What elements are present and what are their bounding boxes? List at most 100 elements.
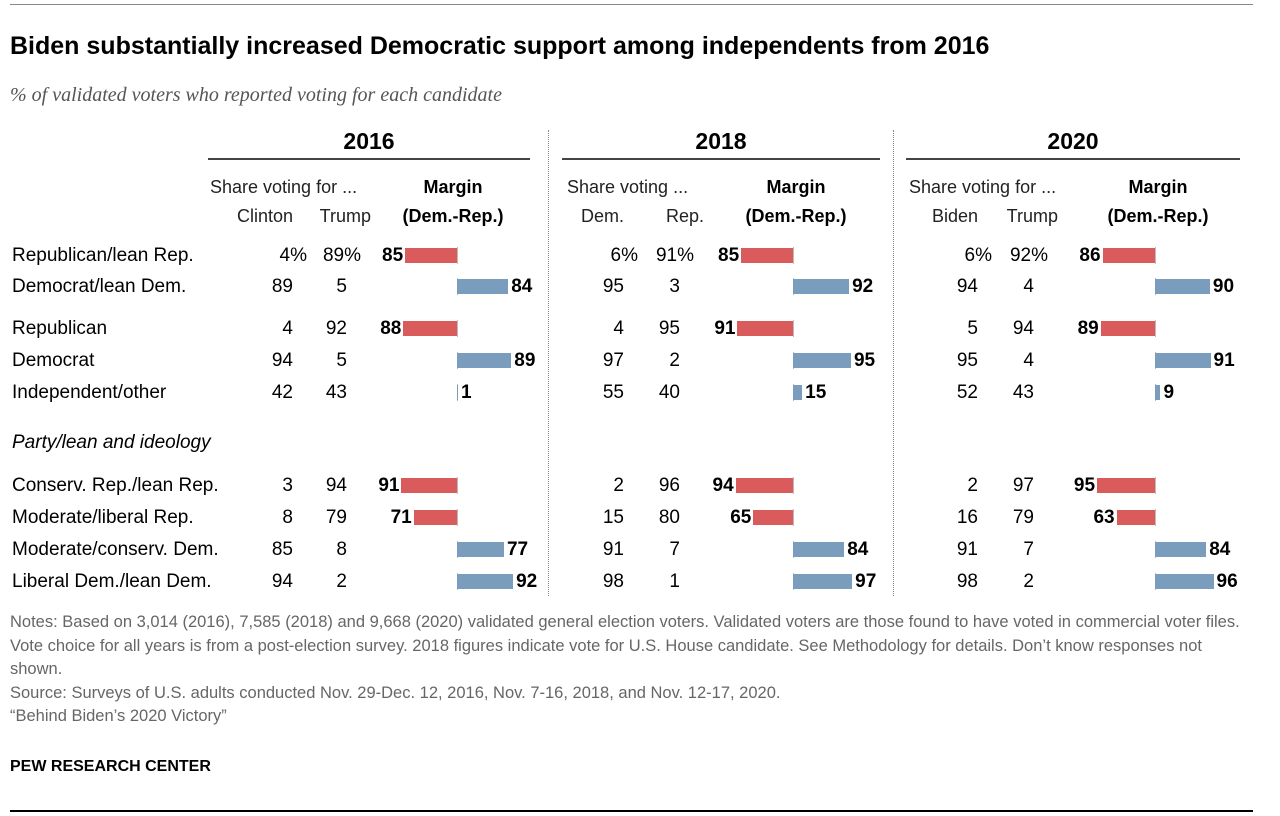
margin-bar-dem: [793, 279, 850, 294]
margin-bar-rep: [1116, 510, 1155, 525]
share-col2: 3: [669, 276, 680, 297]
panel-underline: [906, 158, 1240, 160]
share-col1: 94: [271, 350, 293, 371]
share-col1: 2: [613, 475, 624, 496]
share-col1: 4: [613, 318, 624, 339]
share-col2: 94: [325, 475, 347, 496]
chart-title: Biden substantially increased Democratic…: [10, 32, 990, 60]
zero-line: [1155, 247, 1156, 264]
margin-bar-dem: [793, 574, 853, 589]
margin-bar-rep: [753, 510, 793, 525]
panel-year: 2020: [1047, 128, 1099, 154]
share-col2: 7: [669, 539, 680, 560]
margin-bar-dem: [793, 353, 851, 368]
margin-label: 85: [382, 245, 404, 266]
margin-label: 9: [1163, 382, 1175, 403]
margin-label: 15: [805, 382, 827, 403]
share-col2: 94: [1012, 318, 1034, 339]
panel-underline: [208, 158, 530, 160]
share-col1: 85: [271, 539, 293, 560]
zero-line: [457, 509, 458, 526]
share-col2: 2: [669, 350, 680, 371]
margin-bar-dem: [457, 279, 509, 294]
margin-label: 92: [852, 276, 874, 297]
share-col2: 40: [658, 382, 680, 403]
row-label: Republican: [12, 318, 108, 339]
share-col1: 6%: [964, 245, 992, 266]
share-col2: 2: [1023, 571, 1034, 592]
zero-line: [457, 477, 458, 494]
margin-bar-dem: [457, 353, 512, 368]
share-col2: 92: [325, 318, 347, 339]
share-col1: 94: [956, 276, 978, 297]
row-label: Liberal Dem./lean Dem.: [12, 571, 212, 592]
share-col1: 4%: [279, 245, 307, 266]
share-col1: 89: [271, 276, 293, 297]
panel-year: 2018: [695, 128, 747, 154]
zero-line: [793, 320, 794, 337]
share-col2: 5: [336, 350, 347, 371]
margin-label: 85: [718, 245, 740, 266]
top-rule: [10, 4, 1253, 5]
margin-bar-rep: [405, 248, 457, 263]
margin-bar-dem: [1155, 574, 1214, 589]
row-label: Moderate/conserv. Dem.: [12, 539, 219, 560]
margin-label: 91: [1213, 350, 1235, 371]
report-title: “Behind Biden’s 2020 Victory”: [10, 707, 227, 725]
margin-bar-dem: [793, 542, 845, 557]
panel-separator: [548, 130, 549, 596]
share-col1: 91: [956, 539, 978, 560]
col2-header: Rep.: [665, 206, 704, 226]
margin-label: 77: [506, 539, 529, 560]
margin-label: 92: [516, 571, 538, 592]
share-col2: 4: [1023, 350, 1034, 371]
col1-header: Dem.: [580, 206, 624, 226]
panel-separator: [893, 130, 894, 596]
share-col1: 8: [282, 507, 293, 528]
margin-label: 71: [390, 507, 412, 528]
share-col2: 79: [1012, 507, 1034, 528]
share-col2: 5: [336, 276, 347, 297]
share-col2: 7: [1023, 539, 1034, 560]
margin-label: 84: [511, 276, 533, 297]
margin-bar-rep: [401, 478, 457, 493]
bottom-rule: [10, 810, 1253, 812]
share-col2: 91%: [655, 245, 694, 266]
share-col1: 95: [956, 350, 978, 371]
row-label: Democrat: [12, 350, 95, 371]
share-col2: 79: [325, 507, 347, 528]
share-col1: 2: [967, 475, 978, 496]
margin-header: Margin: [766, 177, 826, 197]
share-col2: 4: [1023, 276, 1034, 297]
zero-line: [793, 509, 794, 526]
panel-year: 2016: [343, 128, 395, 154]
section-label: Party/lean and ideology: [12, 432, 211, 453]
margin-label: 90: [1212, 276, 1235, 297]
row-label: Republican/lean Rep.: [12, 245, 194, 266]
margin-bar-rep: [1097, 478, 1155, 493]
zero-line: [1155, 477, 1156, 494]
margin-bar-dem: [457, 542, 504, 557]
share-col1: 5: [967, 318, 978, 339]
share-col1: 97: [602, 350, 624, 371]
share-col1: 91: [602, 539, 624, 560]
share-col2: 80: [658, 507, 680, 528]
notes-text: Notes: Based on 3,014 (2016), 7,585 (201…: [10, 613, 1240, 678]
share-col1: 6%: [610, 245, 638, 266]
margin-header-sub: (Dem.-Rep.): [745, 206, 847, 226]
margin-label: 97: [855, 571, 877, 592]
margin-header-sub: (Dem.-Rep.): [402, 206, 504, 226]
margin-header-sub: (Dem.-Rep.): [1107, 206, 1209, 226]
margin-label: 91: [378, 475, 400, 496]
row-label: Independent/other: [12, 382, 167, 403]
share-col1: 4: [282, 318, 293, 339]
share-col2: 2: [336, 571, 347, 592]
share-col2: 43: [1012, 382, 1034, 403]
margin-header: Margin: [1128, 177, 1188, 197]
share-col1: 16: [956, 507, 978, 528]
chart-subtitle: % of validated voters who reported votin…: [10, 84, 502, 106]
col1-header: Biden: [931, 206, 978, 226]
share-col1: 42: [271, 382, 293, 403]
margin-bar-rep: [737, 321, 793, 336]
share-col2: 97: [1012, 475, 1034, 496]
